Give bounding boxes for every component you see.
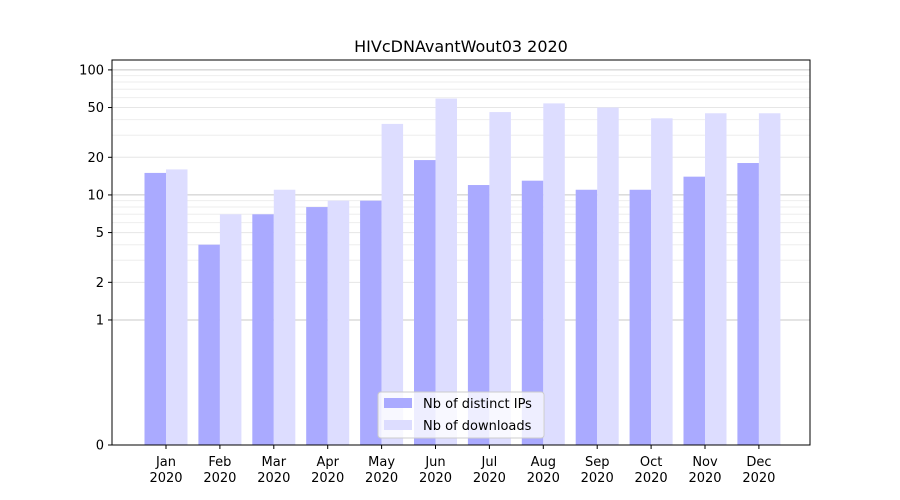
chart-title: HIVcDNAvantWout03 2020 [354, 37, 568, 56]
legend-label-distinct-ips: Nb of distinct IPs [423, 397, 532, 412]
bar-downloads [597, 107, 619, 446]
x-tick-label: Jun 2020 [419, 455, 452, 486]
y-tick-label: 1 [96, 313, 104, 328]
bar-downloads [543, 103, 565, 446]
x-tick-label: Apr 2020 [311, 455, 344, 486]
legend-swatch-downloads [384, 420, 412, 430]
bar-distinct-ips [144, 172, 166, 445]
x-tick-label: Nov 2020 [688, 455, 721, 486]
bar-distinct-ips [629, 189, 652, 445]
bar-distinct-ips [306, 207, 328, 445]
y-tick-label: 100 [79, 63, 104, 78]
x-tick-label: Dec 2020 [742, 455, 775, 486]
x-tick-label: May 2020 [365, 455, 398, 486]
x-tick-label: Aug 2020 [527, 455, 560, 486]
bar-downloads [489, 112, 511, 445]
bar-downloads [758, 113, 781, 445]
x-tick-label: Oct 2020 [635, 455, 668, 486]
legend-box [377, 391, 545, 439]
bar-downloads [381, 123, 404, 445]
y-tick-label: 0 [96, 439, 104, 454]
bar-downloads [705, 113, 727, 445]
bar-downloads [219, 214, 242, 445]
bar-downloads [327, 200, 350, 445]
bar-distinct-ips [467, 185, 490, 445]
bar-distinct-ips [521, 180, 544, 445]
bars-layer [144, 98, 781, 446]
y-tick-label: 20 [87, 151, 104, 166]
x-tick-label: Feb 2020 [203, 455, 236, 486]
bar-distinct-ips [737, 163, 759, 445]
x-tick-label: Jan 2020 [149, 455, 182, 486]
bar-distinct-ips [575, 189, 598, 445]
x-axis: Jan 2020 Feb 2020 Mar 2020 Apr 2020 May 2020 Jun 20… [149, 445, 775, 486]
x-tick-label: Mar 2020 [257, 455, 290, 486]
x-tick-label: Sep 2020 [581, 455, 614, 486]
y-tick-label: 50 [87, 101, 104, 116]
bar-distinct-ips [198, 244, 220, 445]
legend-swatch-distinct-ips [384, 398, 412, 408]
bar-distinct-ips [360, 200, 382, 445]
legend: Nb of distinct IPs Nb of downloads [377, 391, 545, 439]
bar-downloads [166, 169, 188, 445]
y-tick-label: 10 [87, 188, 104, 203]
bar-distinct-ips [414, 160, 436, 445]
x-tick-label: Jul 2020 [473, 455, 506, 486]
bar-distinct-ips [252, 214, 274, 445]
y-axis: 0 1 2 5 10 20 50 100 [79, 63, 112, 454]
y-tick-label: 5 [96, 226, 104, 241]
bar-downloads [651, 118, 673, 445]
plot-frame [111, 59, 811, 446]
bar-downloads [435, 98, 457, 446]
bar-distinct-ips [683, 176, 705, 445]
bar-downloads [273, 189, 296, 445]
y-tick-label: 2 [96, 276, 104, 291]
legend-label-downloads: Nb of downloads [423, 419, 532, 434]
